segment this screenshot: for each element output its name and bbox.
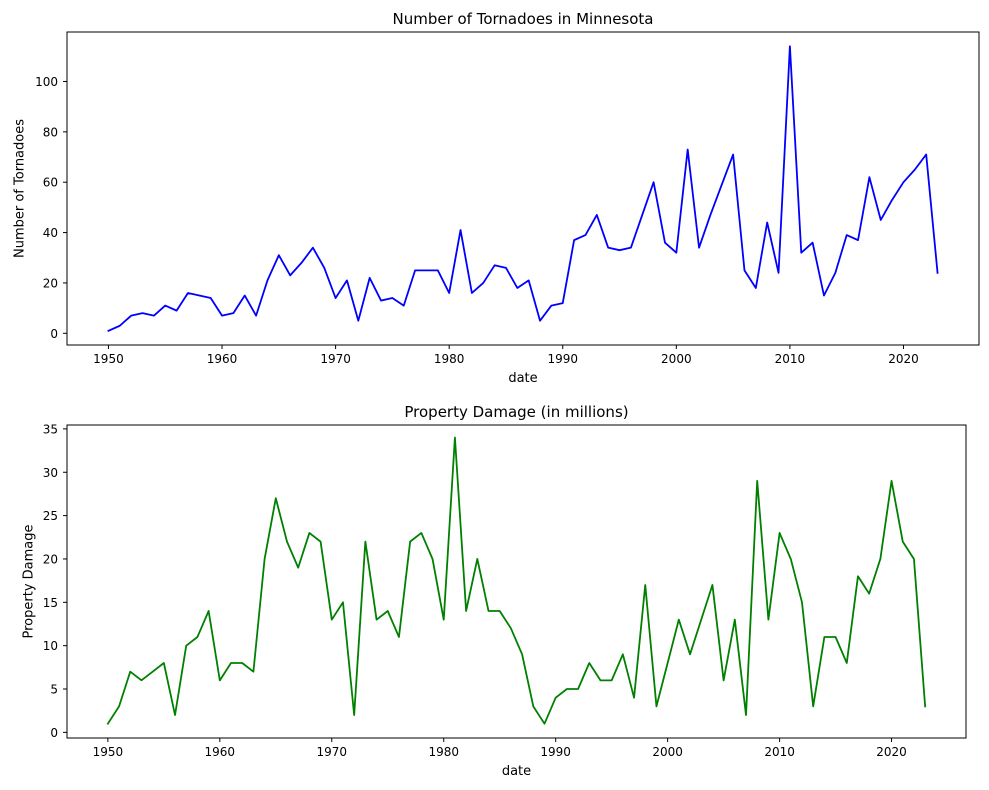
- y-tick-label: 0: [50, 327, 58, 341]
- x-tick-label: 1990: [547, 352, 578, 366]
- x-tick-label: 2000: [661, 352, 692, 366]
- y-tick-label: 35: [43, 422, 58, 436]
- x-tick-label: 2020: [876, 745, 907, 759]
- y-tick-label: 80: [43, 125, 58, 139]
- y-tick-label: 10: [43, 639, 58, 653]
- y-axis-label: Number of Tornadoes: [13, 119, 28, 258]
- y-tick-label: 60: [43, 176, 58, 190]
- chart-title: Property Damage (in millions): [404, 403, 628, 421]
- y-tick-label: 30: [43, 466, 58, 480]
- x-tick-label: 1950: [93, 352, 124, 366]
- y-tick-label: 0: [50, 726, 58, 740]
- x-tick-label: 1970: [320, 352, 351, 366]
- x-tick-label: 1960: [205, 745, 236, 759]
- x-axis-label: date: [502, 764, 531, 779]
- x-axis-label: date: [508, 371, 537, 386]
- x-tick-label: 1960: [207, 352, 238, 366]
- property-damage-panel: 1950 1960 1970 1980 1990 2000 2010 2020 0 5 10 15 20…: [22, 403, 967, 779]
- series-line-0: [106, 436, 927, 725]
- y-tick-label: 40: [43, 226, 58, 240]
- tornado-count-panel: 1950 1960 1970 1980 1990 2000 2010 2020 0 20 40 60 8…: [13, 10, 980, 386]
- y-tick-label: 100: [35, 75, 58, 89]
- x-tick-label: 2020: [888, 352, 919, 366]
- x-tick-label: 1990: [540, 745, 571, 759]
- x-tick-label: 2000: [652, 745, 683, 759]
- x-tick-label: 1950: [93, 745, 124, 759]
- axes-frame: [66, 424, 967, 739]
- x-tick-label: 2010: [764, 745, 795, 759]
- x-tick-label: 1970: [317, 745, 348, 759]
- x-tick-label: 1980: [434, 352, 465, 366]
- chart-title: Number of Tornadoes in Minnesota: [392, 10, 653, 28]
- y-axis-label: Property Damage: [22, 525, 37, 639]
- x-tick-label: 1980: [428, 745, 459, 759]
- series-line-0: [107, 45, 939, 332]
- axes-frame: [66, 31, 980, 346]
- y-tick-label: 20: [43, 276, 58, 290]
- x-tick-label: 2010: [775, 352, 806, 366]
- y-tick-label: 5: [50, 683, 58, 697]
- y-tick-label: 20: [43, 552, 58, 566]
- y-tick-label: 25: [43, 509, 58, 523]
- y-tick-label: 15: [43, 596, 58, 610]
